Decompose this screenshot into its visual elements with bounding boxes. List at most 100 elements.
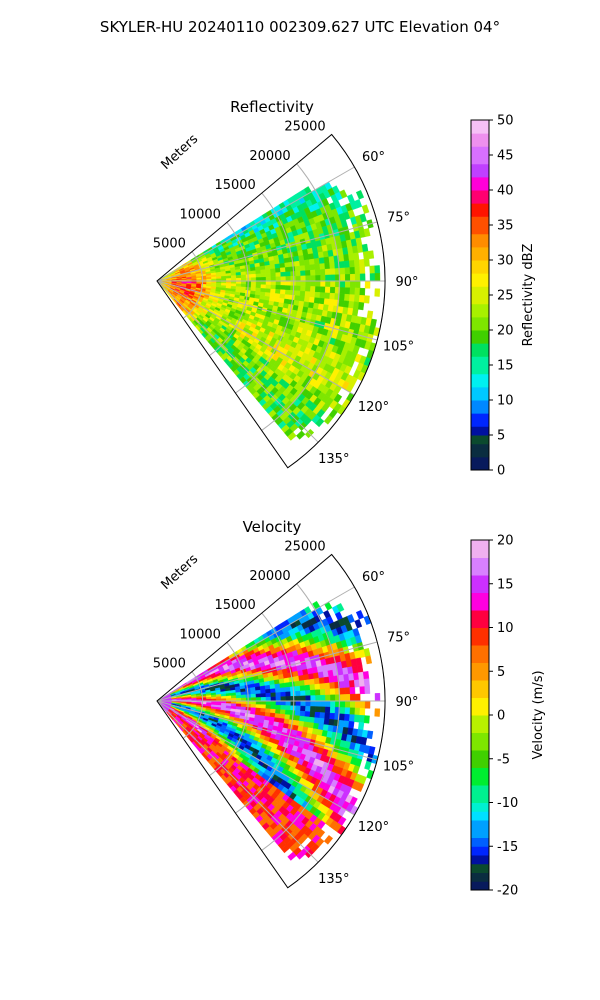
- velocity-cell: [356, 664, 364, 673]
- reflectivity-colorbar-swatch: [471, 246, 489, 252]
- reflectivity-cell: [287, 431, 297, 441]
- reflectivity-radial-tick-label: 5000: [153, 237, 186, 252]
- velocity-colorbar-swatch: [471, 837, 489, 843]
- velocity-colorbar-tick-label: -15: [497, 840, 518, 855]
- reflectivity-colorbar-swatch: [471, 386, 489, 392]
- reflectivity-cell: [315, 275, 321, 282]
- reflectivity-colorbar-swatch: [471, 181, 489, 187]
- velocity-colorbar-tick-label: 20: [497, 534, 514, 549]
- reflectivity-cell: [309, 264, 316, 271]
- velocity-cell: [364, 685, 371, 694]
- reflectivity-cell: [315, 417, 325, 428]
- reflectivity-colorbar-tick-label: 20: [497, 324, 514, 339]
- reflectivity-colorbar-swatch: [471, 190, 489, 195]
- reflectivity-cell: [294, 265, 301, 272]
- velocity-colorbar-swatch: [471, 588, 489, 594]
- reflectivity-cell: [275, 280, 282, 286]
- reflectivity-cell: [279, 267, 286, 273]
- velocity-cell: [290, 700, 297, 707]
- velocity-cell: [275, 709, 281, 715]
- reflectivity-cell: [344, 274, 351, 282]
- velocity-cell: [305, 690, 311, 697]
- reflectivity-cell: [310, 286, 316, 293]
- velocity-cell: [330, 694, 336, 702]
- velocity-colorbar-swatch: [471, 802, 489, 808]
- velocity-colorbar-swatch: [471, 728, 489, 734]
- velocity-cell: [329, 706, 336, 714]
- velocity-cell: [325, 700, 331, 708]
- reflectivity-cell: [309, 291, 316, 298]
- velocity-theta-tick-label: 90°: [395, 695, 418, 710]
- reflectivity-cell: [367, 250, 375, 259]
- velocity-cell: [349, 707, 356, 716]
- velocity-colorbar-swatch: [471, 640, 489, 646]
- reflectivity-cell: [310, 269, 316, 276]
- velocity-cell: [319, 683, 326, 690]
- velocity-cell: [353, 679, 360, 688]
- velocity-cell: [275, 687, 281, 693]
- velocity-cell: [340, 694, 346, 702]
- velocity-colorbar-tick-label: -5: [497, 752, 510, 767]
- velocity-cell: [279, 682, 286, 689]
- velocity-cell: [299, 685, 306, 692]
- reflectivity-colorbar-swatch: [471, 395, 489, 401]
- velocity-cell: [309, 711, 316, 718]
- velocity-colorbar-swatch: [471, 592, 489, 598]
- reflectivity-radial-tick-label: 20000: [249, 149, 290, 164]
- figure-suptitle: SKYLER-HU 20240110 002309.627 UTC Elevat…: [100, 18, 500, 36]
- velocity-cell: [319, 706, 326, 714]
- velocity-colorbar-swatch: [471, 824, 489, 830]
- velocity-colorbar-swatch: [471, 715, 489, 720]
- velocity-cell: [275, 704, 282, 710]
- velocity-colorbar-swatch: [471, 693, 489, 699]
- reflectivity-cell: [357, 301, 365, 311]
- velocity-cell: [374, 692, 381, 702]
- reflectivity-colorbar-swatch: [471, 146, 489, 152]
- velocity-cell: [359, 686, 366, 695]
- velocity-colorbar-label: Velocity (m/s): [531, 670, 546, 759]
- reflectivity-cell: [320, 280, 326, 288]
- reflectivity-cell: [250, 270, 257, 275]
- reflectivity-cell: [315, 280, 321, 287]
- reflectivity-cell: [250, 280, 257, 285]
- velocity-colorbar-swatch: [471, 684, 489, 690]
- reflectivity-cell: [299, 295, 306, 302]
- velocity-cell: [329, 688, 336, 696]
- velocity-cell: [270, 688, 276, 694]
- velocity-cell: [294, 680, 301, 687]
- reflectivity-theta-tick-label: 105°: [383, 340, 414, 355]
- velocity-cell: [329, 712, 336, 720]
- velocity-cell: [339, 707, 346, 715]
- velocity-cell: [270, 700, 277, 706]
- velocity-cell: [364, 700, 371, 709]
- velocity-cell: [240, 703, 247, 708]
- velocity-cell: [230, 692, 237, 697]
- velocity-colorbar-swatch: [471, 828, 489, 834]
- velocity-colorbar-swatch: [471, 553, 489, 559]
- velocity-cell: [240, 694, 247, 699]
- reflectivity-colorbar-swatch: [471, 264, 489, 270]
- velocity-colorbar-tick-label: 5: [497, 665, 505, 680]
- reflectivity-ring: [182, 251, 204, 319]
- velocity-colorbar-swatch: [471, 741, 489, 747]
- reflectivity-cell: [295, 285, 301, 292]
- velocity-cell: [314, 711, 321, 719]
- velocity-colorbar-swatch: [471, 662, 489, 668]
- velocity-cell: [259, 685, 266, 691]
- reflectivity-cell: [314, 291, 321, 299]
- reflectivity-colorbar-swatch: [471, 452, 489, 458]
- reflectivity-sector-frame: [156, 133, 386, 469]
- velocity-colorbar-swatch: [471, 596, 489, 602]
- reflectivity-colorbar-swatch: [471, 347, 489, 353]
- velocity-colorbar-swatch: [471, 780, 489, 786]
- reflectivity-colorbar-swatch: [471, 176, 489, 182]
- velocity-colorbar-swatch: [471, 605, 489, 611]
- velocity-cell: [270, 708, 276, 714]
- reflectivity-cell: [284, 266, 291, 273]
- velocity-cell: [323, 676, 330, 684]
- reflectivity-cell: [358, 294, 365, 304]
- reflectivity-spoke: [156, 166, 355, 282]
- velocity-cell: [358, 714, 365, 724]
- velocity-cell: [216, 696, 222, 700]
- velocity-cell: [255, 689, 262, 695]
